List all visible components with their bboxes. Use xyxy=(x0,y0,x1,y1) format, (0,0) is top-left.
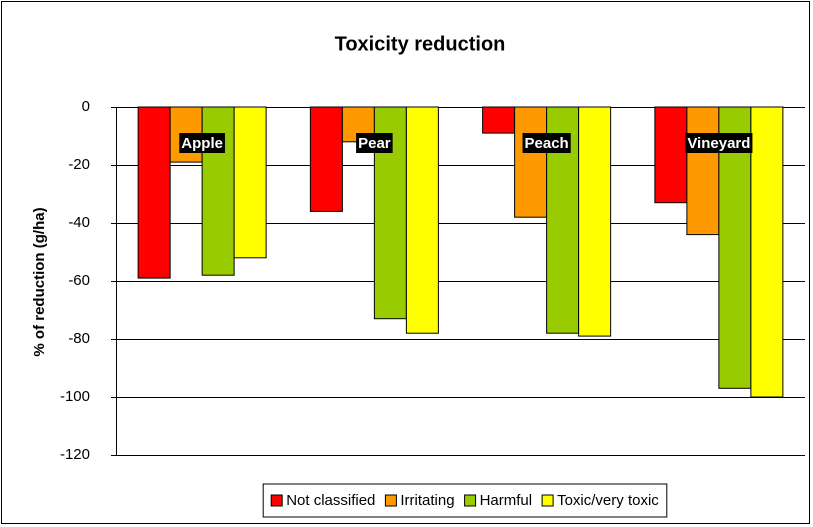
category-label-bg xyxy=(356,133,393,153)
y-tick-label: -40 xyxy=(68,214,90,231)
legend-label: Harmful xyxy=(480,492,533,509)
legend-swatch xyxy=(464,494,477,507)
x-tick-label: Apple xyxy=(181,135,223,152)
category-label-bg xyxy=(685,133,753,153)
bar xyxy=(654,106,688,204)
category-label-bg xyxy=(522,133,571,153)
bar xyxy=(405,106,439,334)
legend-swatch xyxy=(541,494,554,507)
bar xyxy=(718,106,752,389)
x-tick-label: Vineyard xyxy=(687,135,750,152)
bar xyxy=(578,106,612,337)
legend-swatch xyxy=(384,494,397,507)
bar xyxy=(482,106,516,134)
x-tick-label: Pear xyxy=(358,135,391,152)
y-tick-label: -60 xyxy=(68,272,90,289)
bar xyxy=(750,106,784,398)
legend-label: Toxic/very toxic xyxy=(557,492,659,509)
bar xyxy=(137,106,171,279)
chart-title: Toxicity reduction xyxy=(335,33,506,55)
y-axis-label: % of reduction (g/ha) xyxy=(31,207,48,356)
y-tick-label: -100 xyxy=(60,388,90,405)
y-tick-label: -20 xyxy=(68,156,90,173)
bar xyxy=(309,106,343,212)
y-tick-label: 0 xyxy=(82,98,90,115)
bar xyxy=(686,106,720,236)
y-tick-label: -120 xyxy=(60,446,90,463)
legend-label: Irritating xyxy=(400,492,454,509)
category-label-bg xyxy=(179,133,225,153)
legend-label: Not classified xyxy=(286,492,375,509)
legend-swatch xyxy=(270,494,283,507)
bar xyxy=(233,106,267,259)
y-tick-label: -80 xyxy=(68,330,90,347)
bar xyxy=(514,106,548,218)
bar xyxy=(201,106,235,276)
x-tick-label: Peach xyxy=(525,135,569,152)
